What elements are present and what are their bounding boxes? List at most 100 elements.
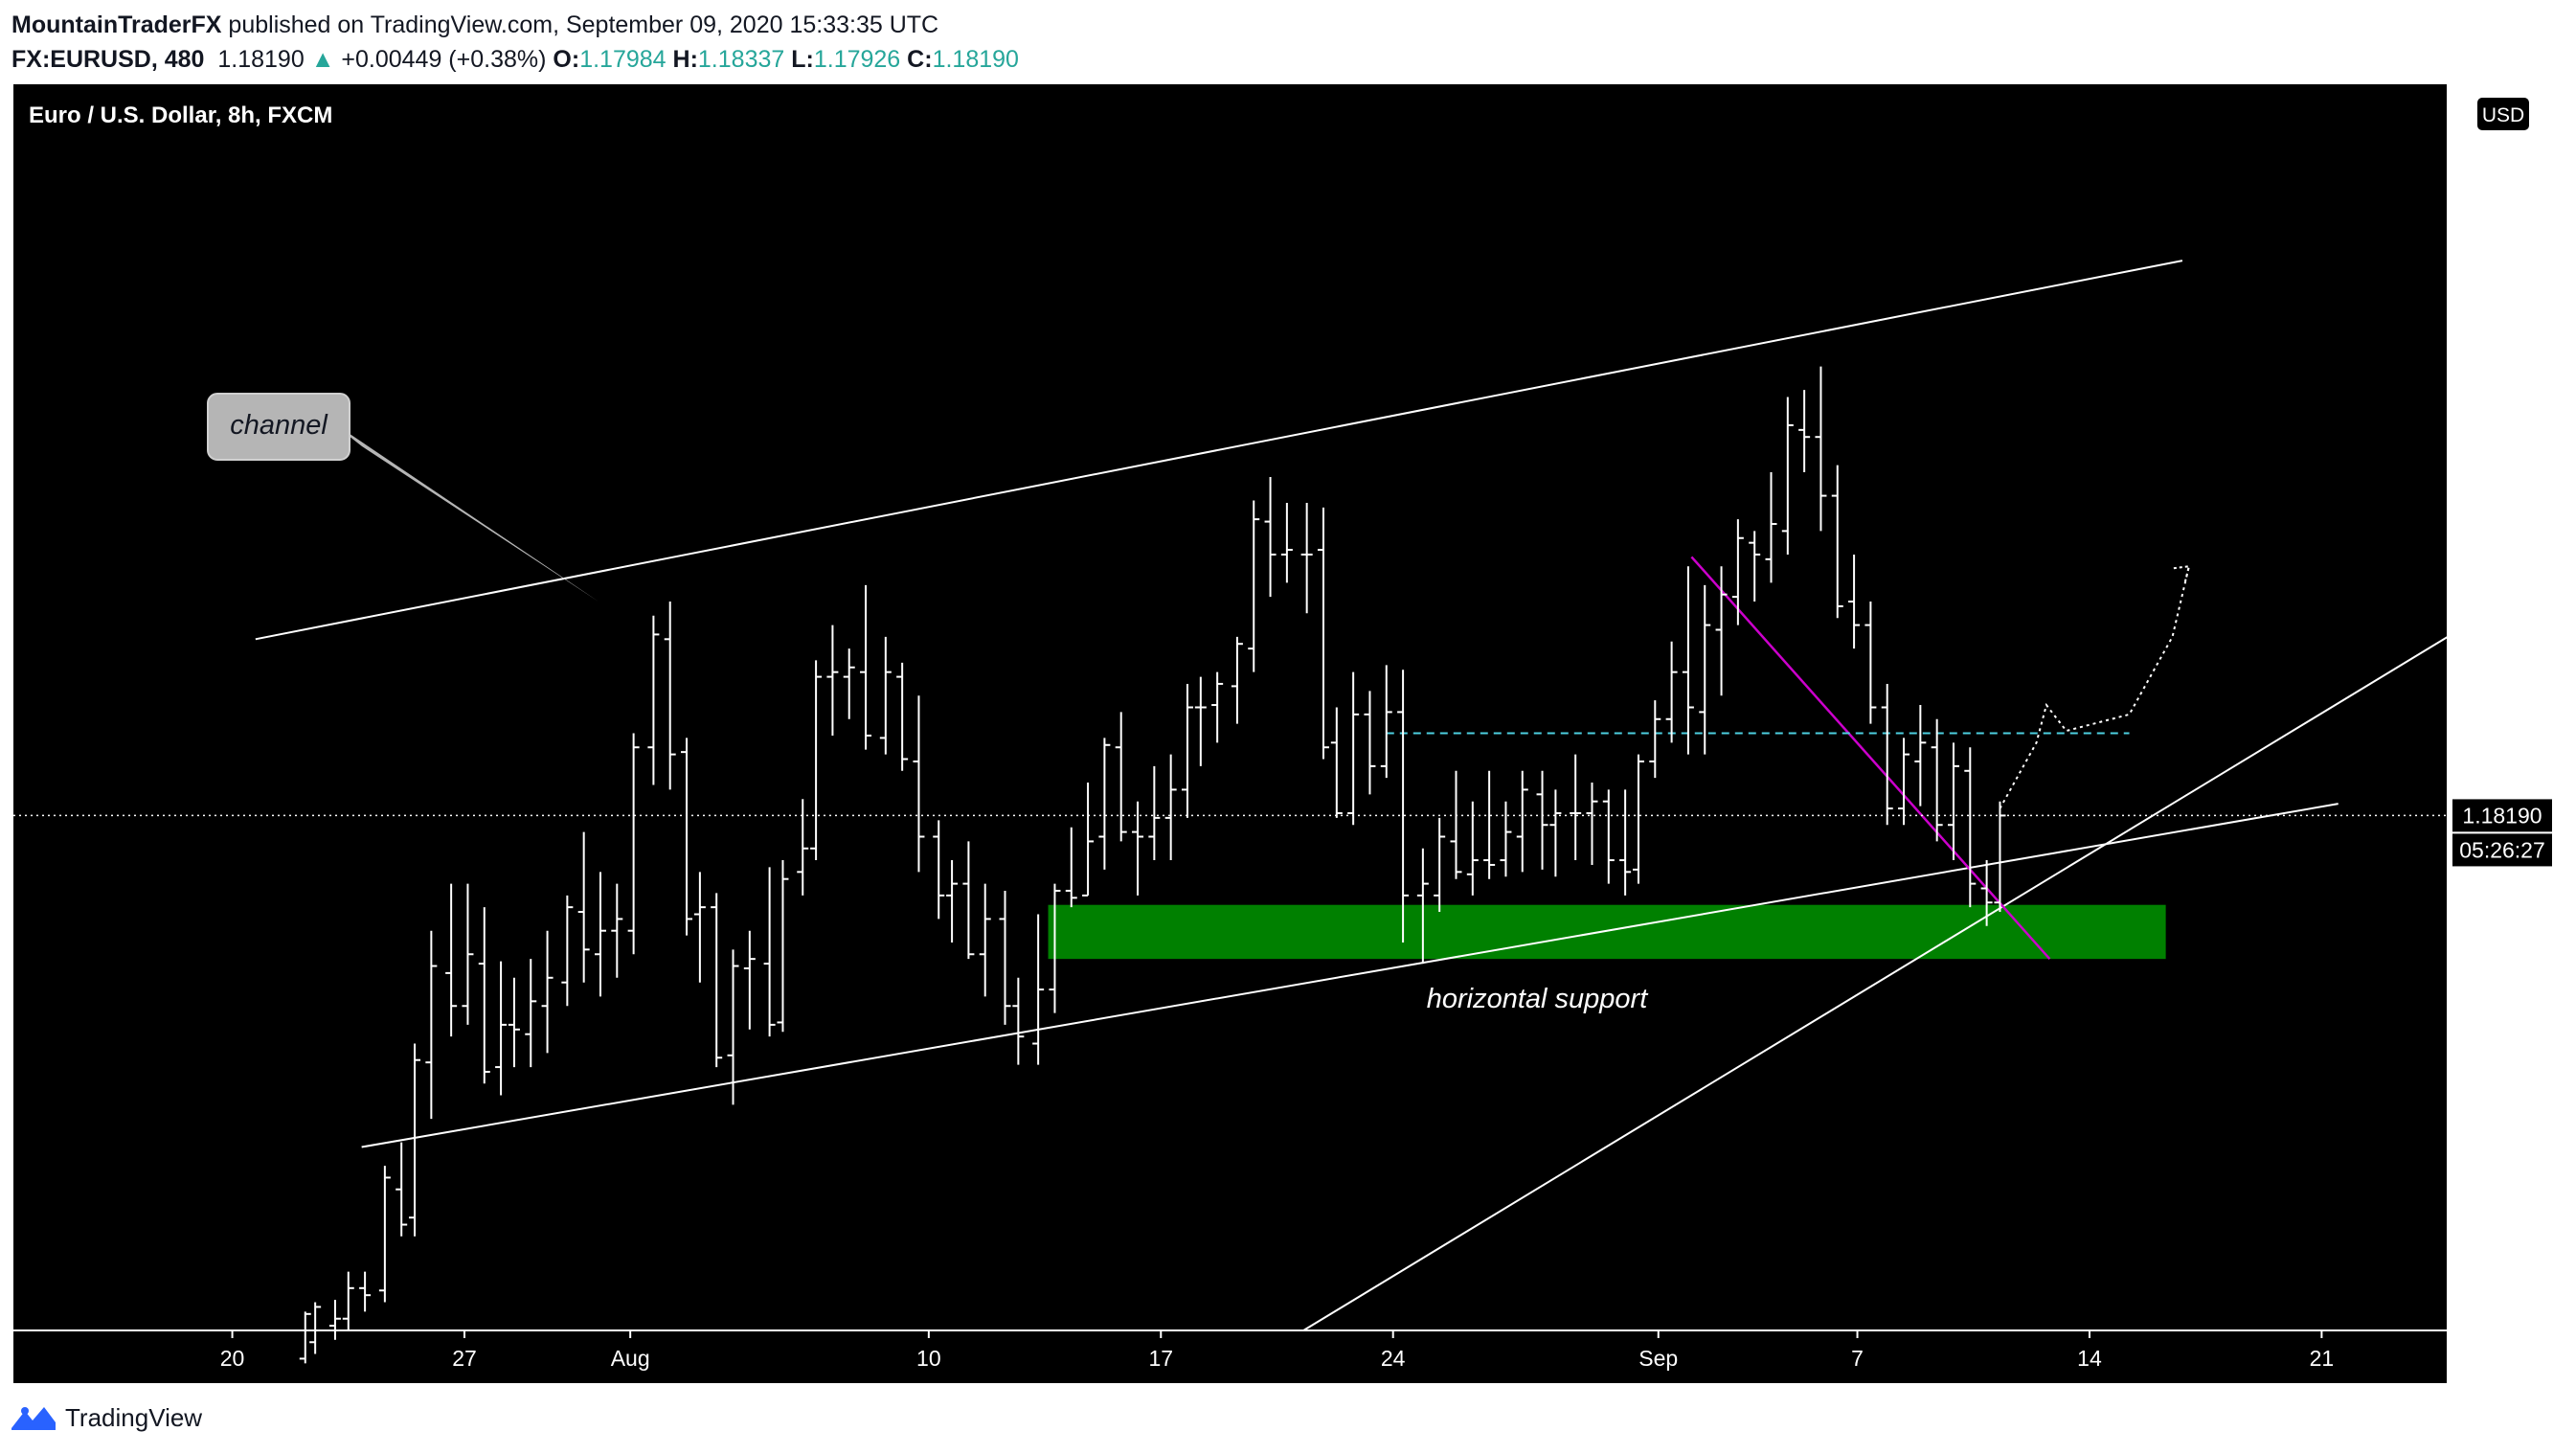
ohlc-bar[interactable] <box>1248 500 1260 672</box>
ohlc-bar[interactable] <box>962 841 975 960</box>
ohlc-bar[interactable] <box>1947 742 1959 861</box>
ohlc-bar[interactable] <box>378 1166 391 1303</box>
channel-bottom-line[interactable] <box>361 803 2339 1148</box>
ohlc-bar[interactable] <box>1450 770 1462 879</box>
ohlc-bar[interactable] <box>1211 671 1224 743</box>
ohlc-bar[interactable] <box>1781 397 1794 555</box>
ohlc-bar[interactable] <box>1065 827 1077 908</box>
ohlc-bar[interactable] <box>1098 738 1111 870</box>
ohlc-bar[interactable] <box>1317 507 1329 760</box>
ohlc-bar[interactable] <box>1115 712 1127 842</box>
ohlc-bar[interactable] <box>1586 783 1598 865</box>
ohlc-bar[interactable] <box>1881 683 1893 826</box>
ohlc-bar[interactable] <box>1416 848 1429 965</box>
ohlc-bar[interactable] <box>979 883 991 997</box>
ohlc-bar[interactable] <box>1831 465 1843 619</box>
ohlc-bar[interactable] <box>913 695 925 873</box>
ohlc-bar[interactable] <box>1364 691 1376 795</box>
ohlc-bar[interactable] <box>1194 676 1207 766</box>
ohlc-bar[interactable] <box>879 636 892 755</box>
ohlc-bar[interactable] <box>681 738 693 936</box>
channel-top-line[interactable] <box>255 260 2183 641</box>
ohlc-bar[interactable] <box>1549 789 1562 877</box>
ohlc-bar[interactable] <box>1164 754 1177 861</box>
ohlc-bar[interactable] <box>1619 789 1632 896</box>
ohlc-bar[interactable] <box>508 977 520 1068</box>
ohlc-bar[interactable] <box>896 662 909 771</box>
ohlc-bar[interactable] <box>1898 738 1910 826</box>
ohlc-bar[interactable] <box>1516 770 1528 873</box>
ohlc-bar[interactable] <box>664 602 676 790</box>
channel-callout-box[interactable] <box>207 393 350 461</box>
ohlc-bar[interactable] <box>1536 770 1548 870</box>
ohlc-bar[interactable] <box>478 907 490 1084</box>
ohlc-bar[interactable] <box>1848 554 1861 649</box>
ohlc-bar[interactable] <box>843 648 855 719</box>
ohlc-bar[interactable] <box>1964 747 1977 908</box>
ohlc-bar[interactable] <box>1931 718 1943 842</box>
ohlc-bar[interactable] <box>999 890 1011 1025</box>
ohlc-bar[interactable] <box>561 895 574 1007</box>
ohlc-bar[interactable] <box>1347 671 1360 826</box>
ohlc-bar[interactable] <box>711 893 723 1068</box>
ohlc-bar[interactable] <box>797 799 809 896</box>
ohlc-bar[interactable] <box>309 1302 322 1354</box>
descending-line[interactable] <box>1690 556 2051 960</box>
ohlc-bar[interactable] <box>1049 883 1061 1013</box>
ohlc-bar[interactable] <box>409 1043 421 1237</box>
ohlc-bar[interactable] <box>577 831 590 983</box>
ohlc-bar[interactable] <box>933 820 945 920</box>
author-name[interactable]: MountainTraderFX <box>11 11 222 38</box>
ohlc-bar[interactable] <box>1994 801 2006 913</box>
projection-path[interactable] <box>1999 565 2190 809</box>
ohlc-bar[interactable] <box>743 930 756 1030</box>
ohlc-bar[interactable] <box>1749 531 1761 602</box>
plot-background[interactable] <box>13 84 2448 1383</box>
ohlc-bar[interactable] <box>1715 566 1728 696</box>
ohlc-bar[interactable] <box>1699 584 1711 755</box>
ohlc-bar[interactable] <box>860 584 872 750</box>
ohlc-bar[interactable] <box>1032 914 1045 1065</box>
ohlc-bar[interactable] <box>1570 754 1582 861</box>
ohlc-bar[interactable] <box>445 883 458 1037</box>
ohlc-bar[interactable] <box>1280 502 1293 583</box>
ohlc-bar[interactable] <box>1300 502 1313 614</box>
support-zone[interactable] <box>1048 904 2166 960</box>
ohlc-bar[interactable] <box>763 867 776 1037</box>
ohlc-bar[interactable] <box>647 615 660 785</box>
ohlc-bar[interactable] <box>1500 801 1512 877</box>
ohlc-bar[interactable] <box>594 872 606 997</box>
ohlc-bar[interactable] <box>1148 765 1161 861</box>
currency-badge[interactable] <box>2475 96 2531 132</box>
ohlc-bar[interactable] <box>1466 801 1479 896</box>
ohlc-bar[interactable] <box>359 1271 372 1312</box>
ohlc-bar[interactable] <box>541 930 554 1054</box>
ohlc-bar[interactable] <box>1434 817 1446 913</box>
ohlc-bar[interactable] <box>425 930 438 1120</box>
ohlc-bar[interactable] <box>611 883 623 978</box>
ohlc-bar[interactable] <box>946 860 959 943</box>
ohlc-bar[interactable] <box>1798 390 1811 473</box>
ohlc-bar[interactable] <box>1649 700 1661 779</box>
ohlc-bar[interactable] <box>1181 683 1193 818</box>
ohlc-bar[interactable] <box>1980 860 1993 926</box>
ohlc-bar[interactable] <box>525 959 537 1068</box>
ohlc-bar[interactable] <box>1330 707 1343 818</box>
ohlc-bar[interactable] <box>342 1271 354 1330</box>
ohlc-bar[interactable] <box>727 949 739 1105</box>
ohlc-bar[interactable] <box>810 660 823 861</box>
ohlc-bar[interactable] <box>1602 789 1615 884</box>
ohlc-bar[interactable] <box>1665 641 1678 743</box>
ohlc-bar[interactable] <box>462 883 474 1025</box>
ohlc-bar[interactable] <box>1864 602 1877 724</box>
ohlc-bar[interactable] <box>495 961 508 1096</box>
ohlc-bar[interactable] <box>299 1311 311 1364</box>
ohlc-bar[interactable] <box>1231 636 1243 724</box>
ohlc-bar[interactable] <box>777 860 789 1033</box>
ohlc-bar[interactable] <box>693 872 706 983</box>
rising-support-line[interactable] <box>1302 636 2449 1331</box>
ohlc-bar[interactable] <box>826 625 839 736</box>
ohlc-bar[interactable] <box>1765 472 1777 583</box>
ohlc-bar[interactable] <box>1815 366 1827 532</box>
